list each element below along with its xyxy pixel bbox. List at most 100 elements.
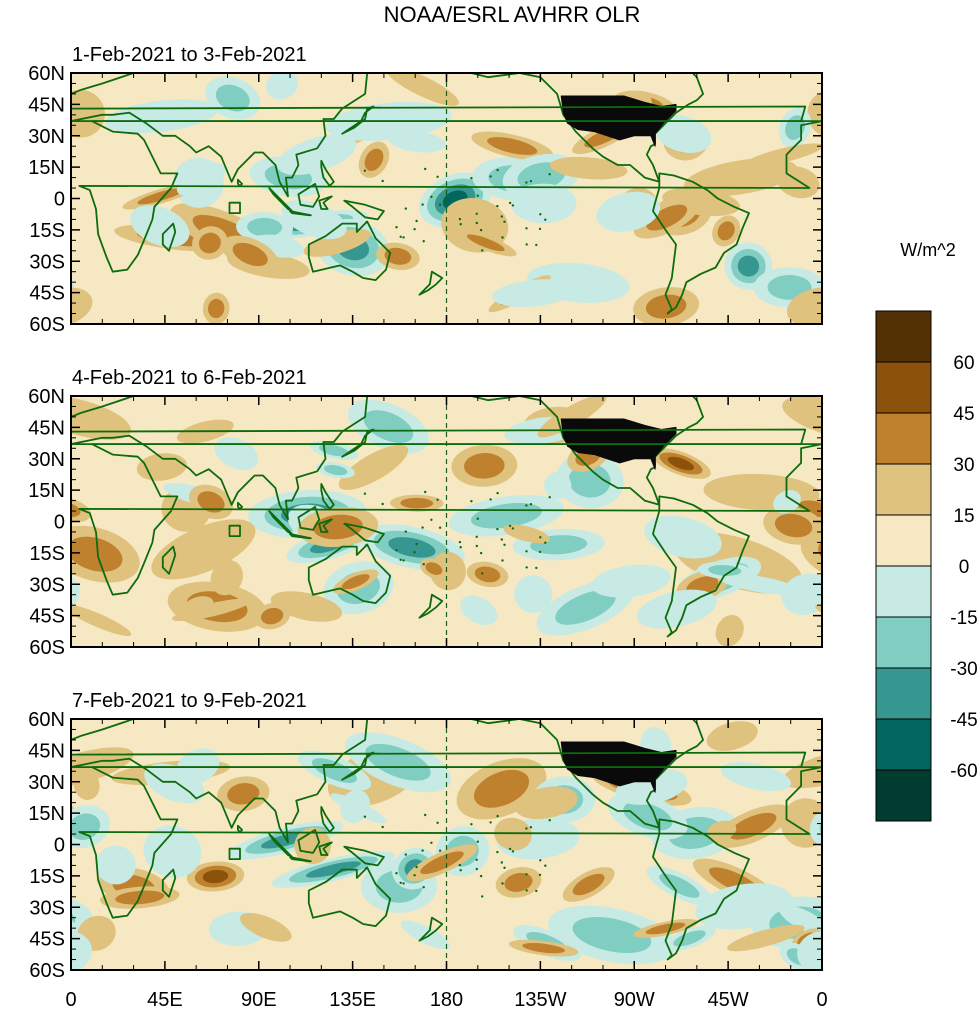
olr-anomaly-contour <box>720 762 791 792</box>
island-dot <box>508 847 512 851</box>
olr-anomaly-contour <box>181 596 214 618</box>
island-dot <box>438 526 442 529</box>
island-dot <box>489 498 492 501</box>
latitude-label: 30N <box>28 126 65 148</box>
olr-anomaly-contour <box>277 134 357 175</box>
panel-3-date-range: 7-Feb-2021 to 9-Feb-2021 <box>72 690 307 712</box>
island-dot <box>415 865 418 869</box>
olr-anomaly-contour <box>644 515 722 559</box>
panel-1-continent-outlines <box>71 73 822 315</box>
olr-anomaly-contour <box>504 872 533 892</box>
olr-anomaly-contour <box>341 574 370 590</box>
panel-2-axes: 60N 45N 30N 15N 0 15S 30S 45S 60S <box>28 386 823 659</box>
island-dot <box>525 550 528 553</box>
olr-anomaly-contour <box>400 497 434 509</box>
colorbar-swatch <box>875 616 932 669</box>
island-dot <box>415 219 418 223</box>
island-dot <box>422 886 425 889</box>
olr-anomaly-contour <box>487 137 538 155</box>
island-dot <box>535 243 538 247</box>
olr-anomaly-contour <box>861 871 909 902</box>
island-dot <box>399 558 402 561</box>
colorbar-units: W/m^2 <box>900 240 955 260</box>
island-dot <box>496 491 499 495</box>
colorbar-swatch <box>875 565 932 618</box>
island-dot <box>424 813 427 817</box>
olr-anomaly-contour <box>645 922 686 935</box>
latitude-label: 45S <box>29 606 65 628</box>
island-dot <box>548 819 551 822</box>
latitude-label: 45N <box>28 94 65 116</box>
europe-asia-outline <box>71 396 807 521</box>
new-guinea-outline <box>343 845 385 867</box>
java-outline <box>289 210 312 217</box>
olr-anomaly-contour <box>514 575 553 613</box>
island-dot <box>496 527 499 531</box>
olr-anomaly-contour <box>950 68 980 128</box>
island-dot <box>538 550 542 554</box>
island-dot <box>535 566 538 570</box>
europe-asia-outline <box>71 73 807 198</box>
island-dot <box>479 874 483 878</box>
island-dot <box>501 882 504 885</box>
olr-anomaly-contour <box>71 287 93 324</box>
india-box-outline <box>228 524 241 537</box>
olr-anomaly-contour <box>466 234 505 252</box>
island-dot <box>402 882 405 885</box>
island-dot <box>476 840 479 843</box>
olr-anomaly-contour <box>514 786 578 820</box>
olr-anomaly-contour <box>0 807 29 845</box>
olr-anomaly-contour <box>0 547 16 610</box>
latitude-label: 45N <box>28 740 65 762</box>
island-dot <box>548 173 551 176</box>
olr-anomaly-contour <box>0 850 31 913</box>
island-dot <box>496 850 499 854</box>
olr-anomaly-contour <box>0 244 20 289</box>
latitude-label: 15N <box>28 157 65 179</box>
island-dot <box>501 559 504 562</box>
latitude-label: 45S <box>29 929 65 951</box>
olr-anomaly-contour <box>717 221 735 241</box>
island-dot <box>470 500 473 503</box>
island-dot <box>501 236 504 239</box>
olr-anomaly-contour <box>0 556 2 601</box>
new-zealand-outline <box>418 916 444 942</box>
longitude-label: 135E <box>329 989 376 1011</box>
olr-anomaly-contour <box>215 84 250 112</box>
olr-anomaly-contour <box>0 862 13 901</box>
olr-anomaly-contour <box>71 931 92 970</box>
map-panel-1: 1-Feb-2021 to 3-Feb-2021 60N 45N 30N 15N 0 15… <box>0 44 980 336</box>
island-dot <box>479 228 483 232</box>
panel-2-continent-outlines <box>71 396 822 638</box>
island-dot <box>459 869 462 872</box>
island-dot <box>459 223 462 226</box>
north-america-outline <box>470 396 704 506</box>
olr-anomaly-contour <box>888 818 959 885</box>
island-dot <box>395 549 398 552</box>
north-america-outline <box>470 719 704 829</box>
latitude-label: 15S <box>29 866 65 888</box>
island-dot <box>364 867 368 870</box>
africa-outline <box>78 766 822 919</box>
olr-anomaly-contour <box>823 769 853 802</box>
olr-anomaly-contour <box>265 73 299 100</box>
olr-anomaly-contour <box>71 604 132 636</box>
panel-1-axes: 60N 45N 30N 15N 0 15S 30S 45S 60S <box>28 63 823 336</box>
island-dot <box>489 821 492 824</box>
olr-anomaly-contour <box>503 524 550 544</box>
latitude-label: 0 <box>54 512 65 534</box>
olr-anomaly-contour <box>568 463 611 498</box>
latitude-label: 60S <box>29 314 65 336</box>
island-dot <box>489 175 492 178</box>
olr-anomaly-contour <box>684 158 798 197</box>
olr-anomaly-contour <box>667 456 695 471</box>
olr-anomaly-contour <box>572 916 652 954</box>
island-dot <box>458 217 462 221</box>
island-dot <box>511 204 515 207</box>
island-dot <box>459 546 462 549</box>
olr-anomaly-contour <box>338 444 409 491</box>
olr-anomaly-contour <box>0 560 1 580</box>
olr-anomaly-contour <box>71 813 101 840</box>
island-dot <box>496 204 499 208</box>
latitude-label: 30S <box>29 897 65 919</box>
